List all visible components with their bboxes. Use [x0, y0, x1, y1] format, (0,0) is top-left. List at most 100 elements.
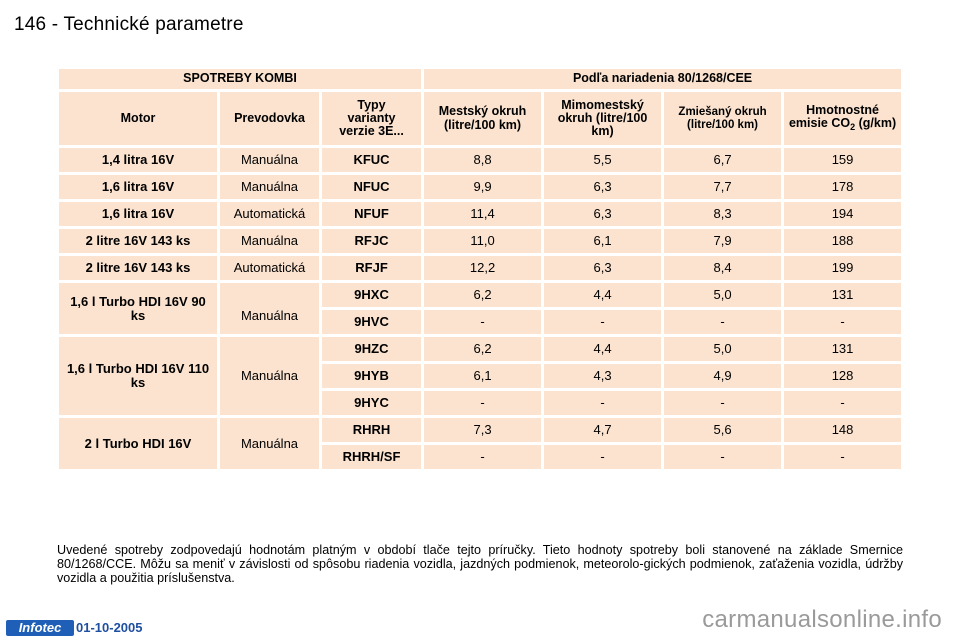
co2-cell: -	[784, 391, 902, 415]
motor-cell: 1,4 litra 16V	[59, 148, 217, 172]
combined-cell: 7,7	[664, 175, 782, 199]
header-co2-main: Hmotnostné emisie CO	[788, 103, 879, 131]
gearbox-cell: Manuálna	[220, 175, 319, 199]
header-group-right: Podľa nariadenia 80/1268/CEE	[424, 69, 902, 89]
header-co2-sub: 2	[850, 122, 856, 133]
extra-urban-cell: 4,7	[544, 418, 662, 442]
variant-code-cell: NFUC	[322, 175, 422, 199]
combined-cell: -	[664, 445, 782, 469]
gearbox-cell: Manuálna	[220, 337, 319, 415]
co2-cell: 178	[784, 175, 902, 199]
urban-cell: 8,8	[424, 148, 542, 172]
table-row: 1,6 litra 16V Manuálna NFUC 9,9 6,3 7,7 …	[59, 175, 902, 199]
variant-code-cell: 9HYC	[322, 391, 422, 415]
gearbox-cell: Manuálna	[220, 418, 319, 469]
co2-cell: 131	[784, 337, 902, 361]
co2-cell: 159	[784, 148, 902, 172]
variant-code-cell: NFUF	[322, 202, 422, 226]
combined-cell: 5,0	[664, 337, 782, 361]
combined-cell: 7,9	[664, 229, 782, 253]
combined-cell: -	[664, 391, 782, 415]
extra-urban-cell: 5,5	[544, 148, 662, 172]
extra-urban-cell: -	[544, 445, 662, 469]
motor-cell: 1,6 litra 16V	[59, 202, 217, 226]
combined-cell: 4,9	[664, 364, 782, 388]
co2-cell: 131	[784, 283, 902, 307]
header-urban: Mestský okruh (litre/100 km)	[424, 92, 542, 145]
extra-urban-cell: 4,4	[544, 283, 662, 307]
urban-cell: 6,2	[424, 283, 542, 307]
edition-date: 01-10-2005	[76, 620, 143, 635]
variant-code-cell: KFUC	[322, 148, 422, 172]
extra-urban-cell: 6,3	[544, 175, 662, 199]
table-row: 1,4 litra 16V Manuálna KFUC 8,8 5,5 6,7 …	[59, 148, 902, 172]
gearbox-cell: Automatická	[220, 202, 319, 226]
gearbox-cell: Manuálna	[220, 283, 319, 334]
gearbox-cell: Manuálna	[220, 148, 319, 172]
urban-cell: -	[424, 310, 542, 334]
header-combined: Zmiešaný okruh (litre/100 km)	[664, 92, 782, 145]
watermark: carmanualsonline.info	[702, 606, 942, 633]
combined-cell: 5,6	[664, 418, 782, 442]
infotec-logo: Infotec	[6, 620, 74, 636]
urban-cell: -	[424, 391, 542, 415]
combined-cell: 8,3	[664, 202, 782, 226]
header-co2-unit: (g/km)	[858, 116, 897, 131]
table-row: RHRH/SF - - - -	[59, 445, 902, 469]
consumption-table: SPOTREBY KOMBI Podľa nariadenia 80/1268/…	[56, 66, 904, 472]
motor-cell: 1,6 l Turbo HDI 16V 110 ks	[59, 337, 217, 415]
gearbox-cell: Manuálna	[220, 229, 319, 253]
header-group-left: SPOTREBY KOMBI	[59, 69, 422, 89]
extra-urban-cell: -	[544, 310, 662, 334]
co2-cell: 199	[784, 256, 902, 280]
co2-cell: 128	[784, 364, 902, 388]
urban-cell: 9,9	[424, 175, 542, 199]
co2-cell: 188	[784, 229, 902, 253]
table-row: 2 litre 16V 143 ks Automatická RFJF 12,2…	[59, 256, 902, 280]
extra-urban-cell: 4,4	[544, 337, 662, 361]
extra-urban-cell: 6,3	[544, 202, 662, 226]
table-row: 9HYC - - - -	[59, 391, 902, 415]
variant-code-cell: RFJF	[322, 256, 422, 280]
extra-urban-cell: 6,3	[544, 256, 662, 280]
page-title: 146 - Technické parametre	[14, 14, 244, 35]
variant-code-cell: RHRH	[322, 418, 422, 442]
urban-cell: 7,3	[424, 418, 542, 442]
urban-cell: 12,2	[424, 256, 542, 280]
urban-cell: 11,4	[424, 202, 542, 226]
table-row: 1,6 l Turbo HDI 16V 110 ks Manuálna 9HZC…	[59, 337, 902, 415]
table-row: 9HVC - - - -	[59, 310, 902, 334]
header-variant: Typy varianty verzie 3E...	[322, 92, 422, 145]
urban-cell: 6,1	[424, 364, 542, 388]
table-row: 1,6 litra 16V Automatická NFUF 11,4 6,3 …	[59, 202, 902, 226]
footnote-text: Uvedené spotreby zodpovedajú hodnotám pl…	[57, 543, 903, 585]
co2-cell: 148	[784, 418, 902, 442]
extra-urban-cell: 6,1	[544, 229, 662, 253]
header-motor: Motor	[59, 92, 217, 145]
combined-cell: 8,4	[664, 256, 782, 280]
motor-cell: 2 litre 16V 143 ks	[59, 256, 217, 280]
gearbox-cell: Automatická	[220, 256, 319, 280]
table-row: 1,6 l Turbo HDI 16V 90 ks Manuálna 9HXC …	[59, 283, 902, 334]
combined-cell: 5,0	[664, 283, 782, 307]
co2-cell: 194	[784, 202, 902, 226]
variant-code-cell: 9HXC	[322, 283, 422, 307]
variant-code-cell: 9HYB	[322, 364, 422, 388]
header-gearbox: Prevodovka	[220, 92, 319, 145]
extra-urban-cell: 4,3	[544, 364, 662, 388]
variant-code-cell: 9HZC	[322, 337, 422, 361]
motor-cell: 1,6 l Turbo HDI 16V 90 ks	[59, 283, 217, 334]
co2-cell: -	[784, 310, 902, 334]
table-row: 2 l Turbo HDI 16V Manuálna RHRH 7,3 4,7 …	[59, 418, 902, 469]
header-co2: Hmotnostné emisie CO2 (g/km)	[784, 92, 902, 145]
urban-cell: 11,0	[424, 229, 542, 253]
urban-cell: 6,2	[424, 337, 542, 361]
urban-cell: -	[424, 445, 542, 469]
motor-cell: 2 litre 16V 143 ks	[59, 229, 217, 253]
co2-cell: -	[784, 445, 902, 469]
table-row: 9HYB 6,1 4,3 4,9 128	[59, 364, 902, 388]
variant-code-cell: 9HVC	[322, 310, 422, 334]
header-extra-urban: Mimomestský okruh (litre/100 km)	[544, 92, 662, 145]
variant-code-cell: RFJC	[322, 229, 422, 253]
combined-cell: -	[664, 310, 782, 334]
